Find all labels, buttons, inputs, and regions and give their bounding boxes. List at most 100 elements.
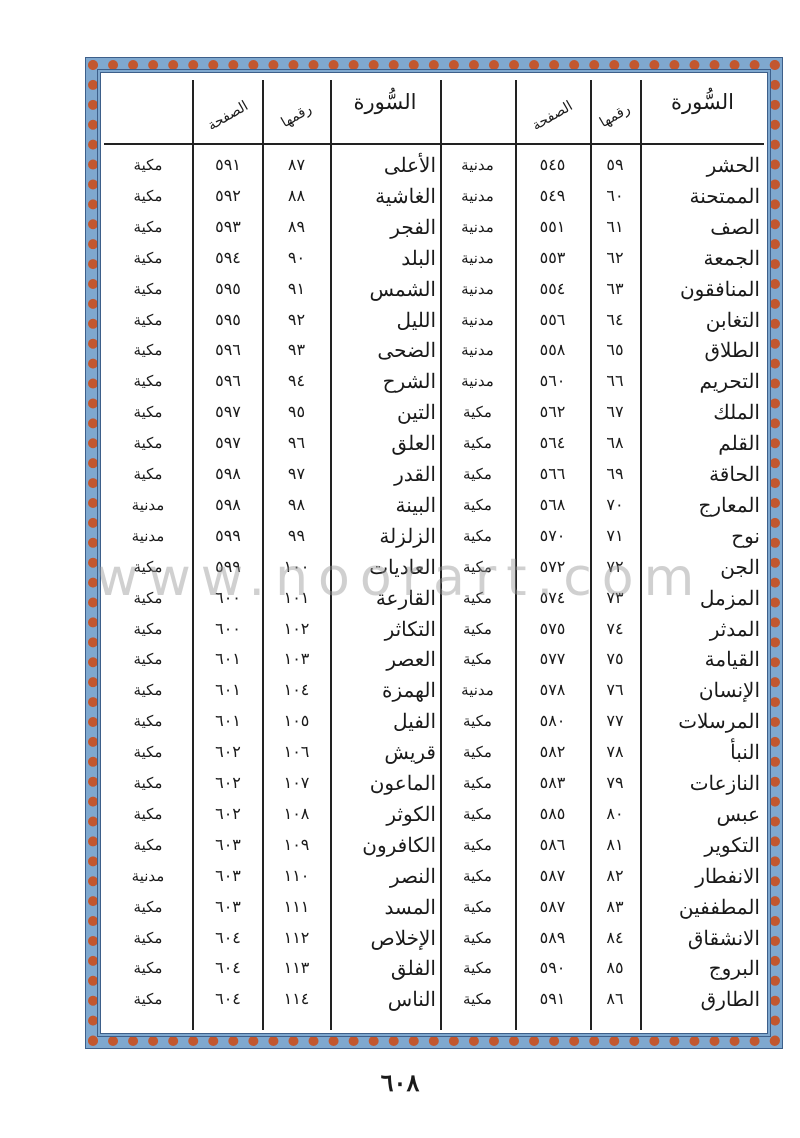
surah-name: البلد [401, 245, 436, 270]
surah-number: ٦٢ [606, 247, 624, 267]
surah-page: ٥٥١ [539, 216, 566, 236]
surah-name: الهمزة [382, 678, 436, 703]
surah-page: ٥٧٧ [539, 649, 566, 669]
surah-type: مكية [463, 434, 492, 453]
surah-page: ٥٩٦ [215, 340, 241, 360]
surah-page: ٦٠٢ [215, 773, 241, 792]
surah-type: مكية [133, 465, 163, 483]
surah-type: مكية [133, 248, 163, 267]
surah-number: ٦١ [606, 216, 624, 236]
surah-page: ٥٥٨ [539, 340, 566, 360]
surah-type: مكية [463, 465, 492, 483]
surah-name: القلم [718, 431, 760, 456]
surah-type: مدنية [461, 310, 494, 329]
surah-type: مدنية [131, 526, 165, 545]
surah-number: ٩٢ [287, 309, 306, 329]
surah-page: ٦٠٤ [215, 989, 241, 1009]
surah-name: المدثر [709, 616, 760, 641]
surah-type: مدنية [131, 866, 165, 885]
surah-type: مكية [133, 804, 163, 823]
surah-name: الزلزلة [379, 523, 436, 548]
surah-name: الكوثر [386, 801, 436, 826]
surah-type: مكية [133, 310, 163, 329]
column-divider [590, 80, 592, 1030]
surah-name: الغاشية [375, 183, 436, 208]
surah-type: مكية [463, 990, 492, 1009]
surah-name: النازعات [689, 771, 760, 795]
surah-number: ٨٠ [606, 803, 624, 823]
surah-number: ٨١ [606, 834, 624, 854]
surah-number: ٦٣ [606, 278, 624, 298]
surah-number: ١٠٣ [283, 649, 310, 669]
surah-page: ٦٠٠ [215, 587, 241, 607]
surah-page: ٦٠٣ [215, 896, 241, 916]
surah-name: الطارق [700, 987, 760, 1012]
surah-page: ٥٨٦ [539, 834, 566, 854]
surah-page: ٥٦٠ [539, 371, 566, 391]
surah-page: ٥٩٧ [215, 402, 241, 422]
surah-number: ٧٤ [606, 618, 624, 638]
surah-page: ٥٥٣ [539, 247, 566, 267]
surah-type: مكية [463, 526, 492, 545]
surah-page: ٥٨٥ [539, 803, 566, 823]
surah-number: ١٠٤ [283, 680, 310, 700]
surah-type: مكية [133, 156, 163, 174]
surah-type: مكية [133, 774, 163, 792]
surah-page: ٥٧٨ [539, 680, 566, 700]
surah-number: ٩٩ [287, 525, 306, 545]
surah-page: ٥٩٩ [215, 525, 241, 545]
surah-number: ٧١ [606, 525, 624, 545]
surah-name: الجن [720, 554, 760, 579]
surah-name: الحاقة [709, 462, 760, 486]
header-surah-left: السُّورة [353, 90, 417, 114]
decorative-frame [86, 58, 782, 1048]
surah-name: النصر [389, 863, 436, 888]
surah-number: ١١٤ [283, 989, 310, 1009]
surah-number: ٨٢ [606, 865, 624, 885]
surah-name: المنافقون [679, 276, 760, 301]
surah-number: ١٠١ [283, 587, 310, 607]
surah-name: الصف [710, 214, 760, 239]
surah-name: الجمعة [703, 245, 761, 270]
surah-page: ٥٧٤ [539, 587, 566, 607]
column-divider [262, 80, 264, 1030]
surah-name: الحشر [706, 153, 760, 177]
surah-type: مكية [463, 588, 492, 607]
surah-type: مكية [133, 835, 163, 854]
surah-page: ٦٠٣ [215, 865, 241, 885]
surah-type: مكية [463, 403, 492, 422]
surah-name: الفجر [390, 214, 436, 239]
surah-page: ٥٨٣ [539, 773, 566, 792]
surah-name: النبأ [730, 740, 760, 765]
surah-name: الإنسان [698, 678, 760, 703]
surah-name: الممتحنة [689, 183, 760, 208]
surah-page: ٥٨٩ [539, 927, 566, 947]
surah-number: ١٠٧ [283, 773, 310, 792]
surah-number: ١١٠ [283, 865, 310, 885]
surah-name: نوح [731, 523, 760, 548]
surah-type: مكية [463, 959, 492, 978]
surah-type: مكية [463, 928, 492, 947]
surah-number: ٧٥ [606, 649, 624, 669]
surah-name: الشرح [382, 369, 436, 394]
surah-name: التكاثر [384, 616, 436, 641]
surah-page: ٦٠٢ [215, 803, 241, 823]
surah-type: مدنية [461, 248, 494, 267]
surah-name: الفلق [390, 956, 436, 981]
surah-number: ٦٧ [606, 402, 624, 422]
surah-name: التكوير [704, 832, 760, 857]
header-surah-right: السُّورة [671, 90, 734, 114]
surah-number: ١٠٥ [283, 711, 310, 731]
surah-number: ٨٥ [606, 958, 624, 978]
surah-type: مكية [463, 774, 492, 792]
surah-type: مدنية [131, 495, 165, 514]
surah-number: ٩٣ [287, 340, 306, 360]
surah-page: ٥٤٩ [539, 185, 566, 205]
surah-page: ٥٩٧ [215, 433, 241, 453]
surah-page: ٥٨٠ [539, 711, 566, 731]
surah-number: ١٠٠ [283, 556, 310, 576]
surah-name: التحريم [699, 369, 760, 394]
surah-number: ٨٦ [606, 989, 624, 1009]
surah-page: ٥٨٢ [539, 742, 566, 762]
column-divider [440, 80, 442, 1030]
